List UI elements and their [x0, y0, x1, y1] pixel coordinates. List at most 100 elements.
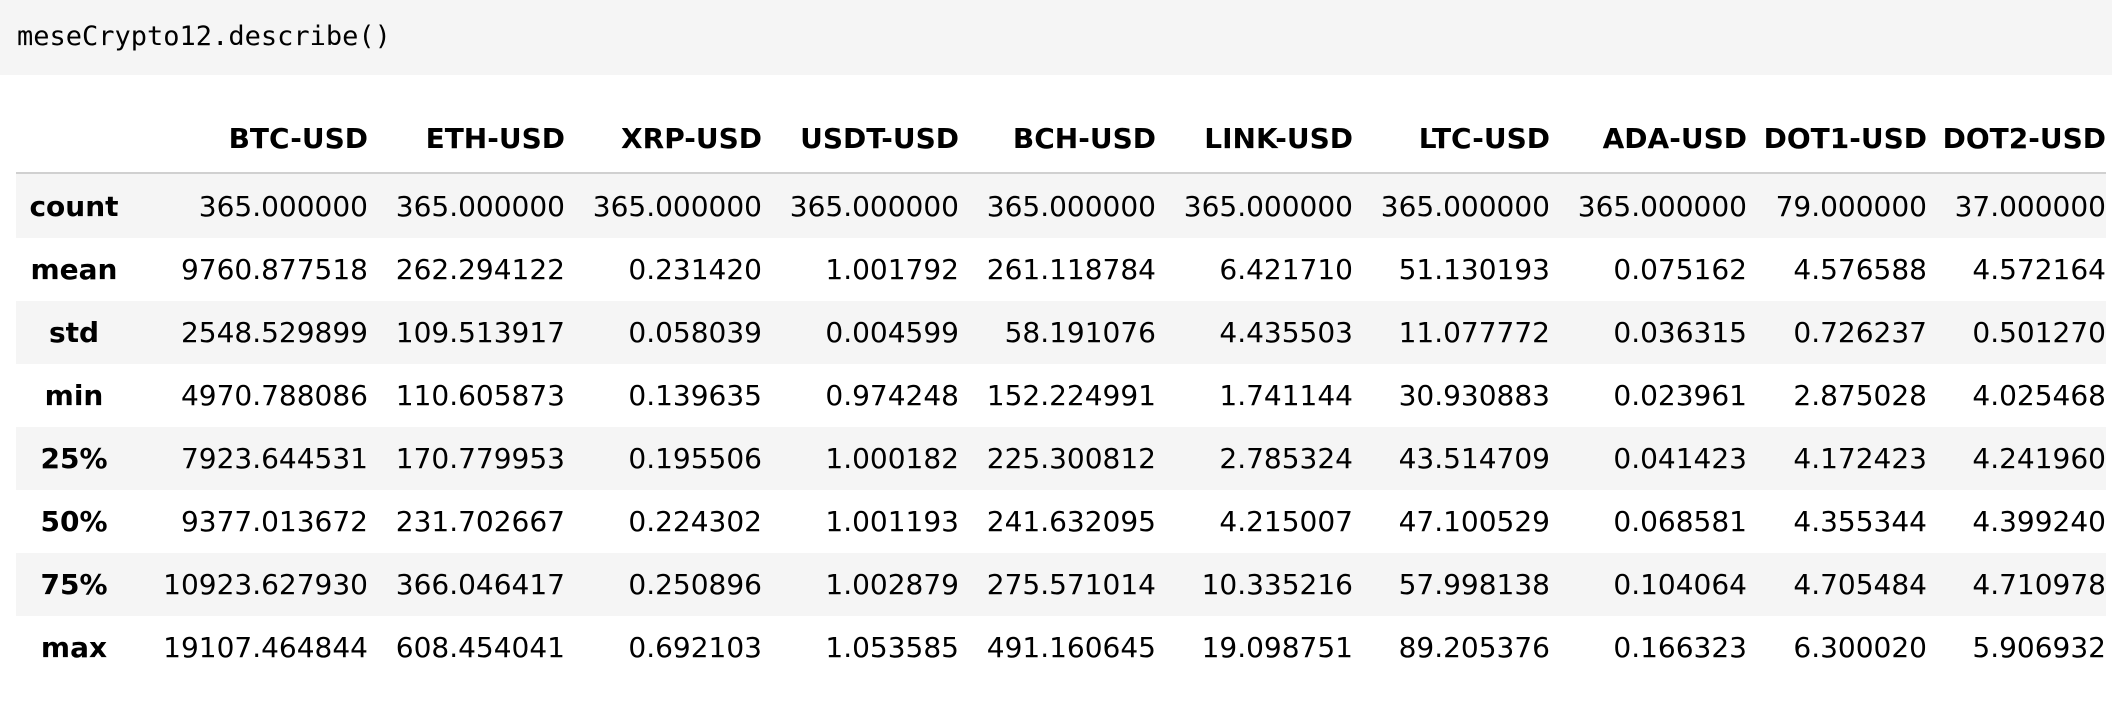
code-cell[interactable]: meseCrypto12.describe() [0, 0, 2112, 75]
table-cell: 0.726237 [1793, 316, 1927, 349]
table-cell: 366.046417 [395, 568, 565, 601]
table-cell: 0.195506 [628, 442, 762, 475]
table-cell: 4.215007 [1219, 505, 1353, 538]
table-cell: 231.702667 [395, 505, 565, 538]
row-index-label: 75% [40, 568, 108, 601]
table-cell: 0.250896 [628, 568, 762, 601]
table-cell: 4.355344 [1793, 505, 1927, 538]
table-cell: 10.335216 [1201, 568, 1353, 601]
table-cell: 0.075162 [1613, 253, 1747, 286]
table-row: 75% 10923.627930 366.046417 0.250896 1.00287… [16, 553, 2106, 616]
table-row: min 4970.788086 110.605873 0.139635 0.974248… [16, 364, 2106, 427]
table-cell: 4.435503 [1219, 316, 1353, 349]
table-cell: 365.000000 [198, 189, 368, 223]
table-cell: 0.974248 [825, 379, 959, 412]
row-index-label: std [48, 316, 100, 349]
column-header: BCH-USD [959, 107, 1156, 174]
table-cell: 9760.877518 [180, 253, 368, 286]
table-cell: 4.710978 [1972, 568, 2106, 601]
table-row: count 365.000000 365.000000 365.000000 365.0… [16, 173, 2106, 238]
table-cell: 0.041423 [1613, 442, 1747, 475]
table-cell: 275.571014 [986, 568, 1156, 601]
table-cell: 57.998138 [1398, 568, 1550, 601]
table-cell: 608.454041 [395, 631, 565, 664]
table-row: 50% 9377.013672 231.702667 0.224302 1.001193… [16, 490, 2106, 553]
index-header [16, 107, 132, 174]
row-index-label: 50% [40, 505, 108, 538]
table-cell: 0.036315 [1613, 316, 1747, 349]
table-row: 25% 7923.644531 170.779953 0.195506 1.000182… [16, 427, 2106, 490]
column-header: BTC-USD [132, 107, 368, 174]
table-cell: 170.779953 [395, 442, 565, 475]
column-header: DOT1-USD [1747, 107, 1927, 174]
row-index-label: max [40, 631, 108, 664]
table-cell: 19107.464844 [163, 631, 368, 664]
table-cell: 365.000000 [1380, 189, 1550, 223]
table-cell: 0.139635 [628, 379, 762, 412]
table-cell: 51.130193 [1398, 253, 1550, 286]
table-cell: 152.224991 [986, 379, 1156, 412]
table-cell: 1.001193 [825, 505, 959, 538]
table-cell: 2.785324 [1219, 442, 1353, 475]
table-cell: 0.166323 [1613, 631, 1747, 664]
table-cell: 89.205376 [1398, 631, 1550, 664]
table-cell: 4970.788086 [180, 379, 368, 412]
row-index-label: mean [30, 253, 118, 286]
table-cell: 58.191076 [1004, 316, 1156, 349]
table-cell: 7923.644531 [180, 442, 368, 475]
table-cell: 1.001792 [825, 253, 959, 286]
column-header: ETH-USD [368, 107, 565, 174]
table-cell: 4.705484 [1793, 568, 1927, 601]
table-cell: 9377.013672 [180, 505, 368, 538]
table-cell: 30.930883 [1398, 379, 1550, 412]
table-cell: 6.421710 [1219, 253, 1353, 286]
table-cell: 0.692103 [628, 631, 762, 664]
table-cell: 79.000000 [1775, 189, 1927, 223]
table-cell: 0.231420 [628, 253, 762, 286]
header-row: BTC-USD ETH-USD XRP-USD USDT-USD BCH-USD… [16, 107, 2106, 174]
table-cell: 1.741144 [1219, 379, 1353, 412]
row-index-label: 25% [40, 442, 108, 475]
cell-output: BTC-USD ETH-USD XRP-USD USDT-USD BCH-USD… [16, 107, 2112, 679]
table-cell: 365.000000 [1183, 189, 1353, 223]
table-cell: 365.000000 [1577, 189, 1747, 223]
table-cell: 43.514709 [1398, 442, 1550, 475]
table-cell: 365.000000 [789, 189, 959, 223]
table-cell: 0.104064 [1613, 568, 1747, 601]
table-cell: 365.000000 [986, 189, 1156, 223]
column-header: DOT2-USD [1927, 107, 2106, 174]
table-cell: 1.053585 [825, 631, 959, 664]
table-cell: 4.241960 [1972, 442, 2106, 475]
table-row: mean 9760.877518 262.294122 0.231420 1.00179… [16, 238, 2107, 301]
table-cell: 19.098751 [1201, 631, 1353, 664]
table-cell: 4.576588 [1793, 253, 1927, 286]
column-header: ADA-USD [1550, 107, 1747, 174]
column-header: LINK-USD [1156, 107, 1353, 174]
table-cell: 6.300020 [1793, 631, 1927, 664]
table-row: std 2548.529899 109.513917 0.058039 0.004599… [16, 301, 2106, 364]
table-cell: 4.399240 [1972, 505, 2106, 538]
table-cell: 0.068581 [1613, 505, 1747, 538]
table-cell: 365.000000 [592, 189, 762, 223]
table-cell: 10923.627930 [163, 568, 368, 601]
table-cell: 365.000000 [395, 189, 565, 223]
table-cell: 109.513917 [395, 316, 565, 349]
describe-table: BTC-USD ETH-USD XRP-USD USDT-USD BCH-USD… [16, 107, 2106, 679]
table-cell: 11.077772 [1398, 316, 1550, 349]
column-header: USDT-USD [762, 107, 959, 174]
table-cell: 47.100529 [1398, 505, 1550, 538]
table-cell: 2.875028 [1793, 379, 1927, 412]
table-cell: 0.058039 [628, 316, 762, 349]
table-cell: 0.023961 [1613, 379, 1747, 412]
table-cell: 491.160645 [986, 631, 1156, 664]
table-cell: 0.501270 [1972, 316, 2106, 349]
table-cell: 2548.529899 [180, 316, 368, 349]
table-cell: 4.172423 [1793, 442, 1927, 475]
table-cell: 0.224302 [628, 505, 762, 538]
table-cell: 37.000000 [1954, 189, 2106, 223]
table-cell: 4.572164 [1972, 253, 2106, 286]
table-cell: 261.118784 [986, 253, 1156, 286]
code-input[interactable]: meseCrypto12.describe() [17, 21, 391, 52]
table-cell: 241.632095 [986, 505, 1156, 538]
table-cell: 110.605873 [395, 379, 565, 412]
